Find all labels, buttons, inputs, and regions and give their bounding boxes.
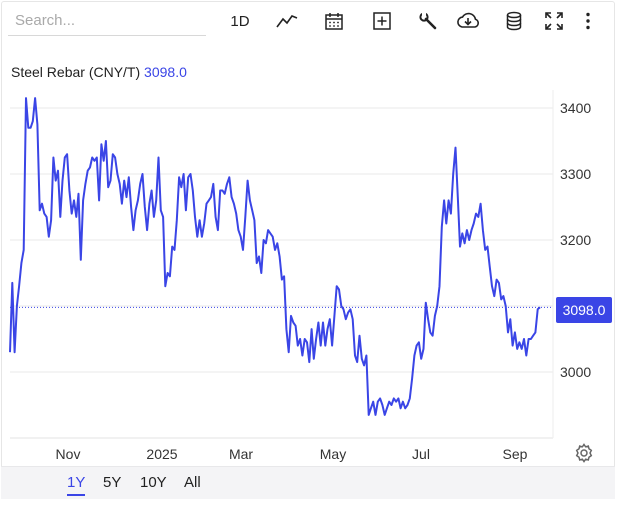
search-input[interactable] bbox=[8, 6, 206, 36]
chart-title: Steel Rebar (CNY/T) 3098.0 bbox=[11, 64, 187, 80]
calendar-icon[interactable] bbox=[322, 8, 346, 34]
x-tick-label: Nov bbox=[56, 446, 81, 462]
x-tick-label: Jul bbox=[412, 446, 430, 462]
range-10y-button[interactable]: 10Y bbox=[140, 474, 167, 491]
database-icon[interactable] bbox=[502, 8, 526, 34]
wrench-icon[interactable] bbox=[416, 8, 440, 34]
last-price-badge: 3098.0 bbox=[556, 297, 612, 323]
chart-title-last-value: 3098.0 bbox=[144, 64, 187, 80]
plus-box-icon[interactable] bbox=[370, 8, 394, 34]
range-1y-button[interactable]: 1Y bbox=[67, 474, 86, 496]
x-tick-label: Mar bbox=[229, 446, 253, 462]
y-tick-label: 3000 bbox=[560, 364, 591, 380]
more-vertical-icon[interactable] bbox=[580, 8, 596, 34]
range-5y-button[interactable]: 5Y bbox=[103, 474, 122, 491]
x-tick-label: May bbox=[320, 446, 346, 462]
chart-grid bbox=[10, 90, 554, 439]
interval-button[interactable]: 1D bbox=[230, 12, 250, 30]
chart-title-name: Steel Rebar (CNY/T) bbox=[11, 64, 141, 80]
y-tick-label: 3200 bbox=[560, 232, 591, 248]
y-axis: 30003100320033003400 bbox=[560, 100, 591, 380]
y-tick-label: 3400 bbox=[560, 100, 591, 116]
toolbar: 1D bbox=[0, 0, 614, 44]
chart-widget bbox=[1, 1, 615, 499]
gear-icon[interactable] bbox=[574, 443, 594, 463]
x-axis: Nov 2025 Mar May Jul Sep bbox=[56, 446, 528, 462]
price-series-line bbox=[9, 97, 541, 416]
range-selector: 1Y 5Y 10Y All bbox=[1, 466, 615, 499]
fullscreen-icon[interactable] bbox=[542, 8, 566, 34]
y-tick-label: 3300 bbox=[560, 166, 591, 182]
x-tick-label: Sep bbox=[503, 446, 528, 462]
line-chart-icon[interactable] bbox=[275, 8, 299, 34]
cloud-download-icon[interactable] bbox=[454, 8, 482, 34]
x-tick-label: 2025 bbox=[146, 446, 177, 462]
range-all-button[interactable]: All bbox=[184, 474, 201, 491]
